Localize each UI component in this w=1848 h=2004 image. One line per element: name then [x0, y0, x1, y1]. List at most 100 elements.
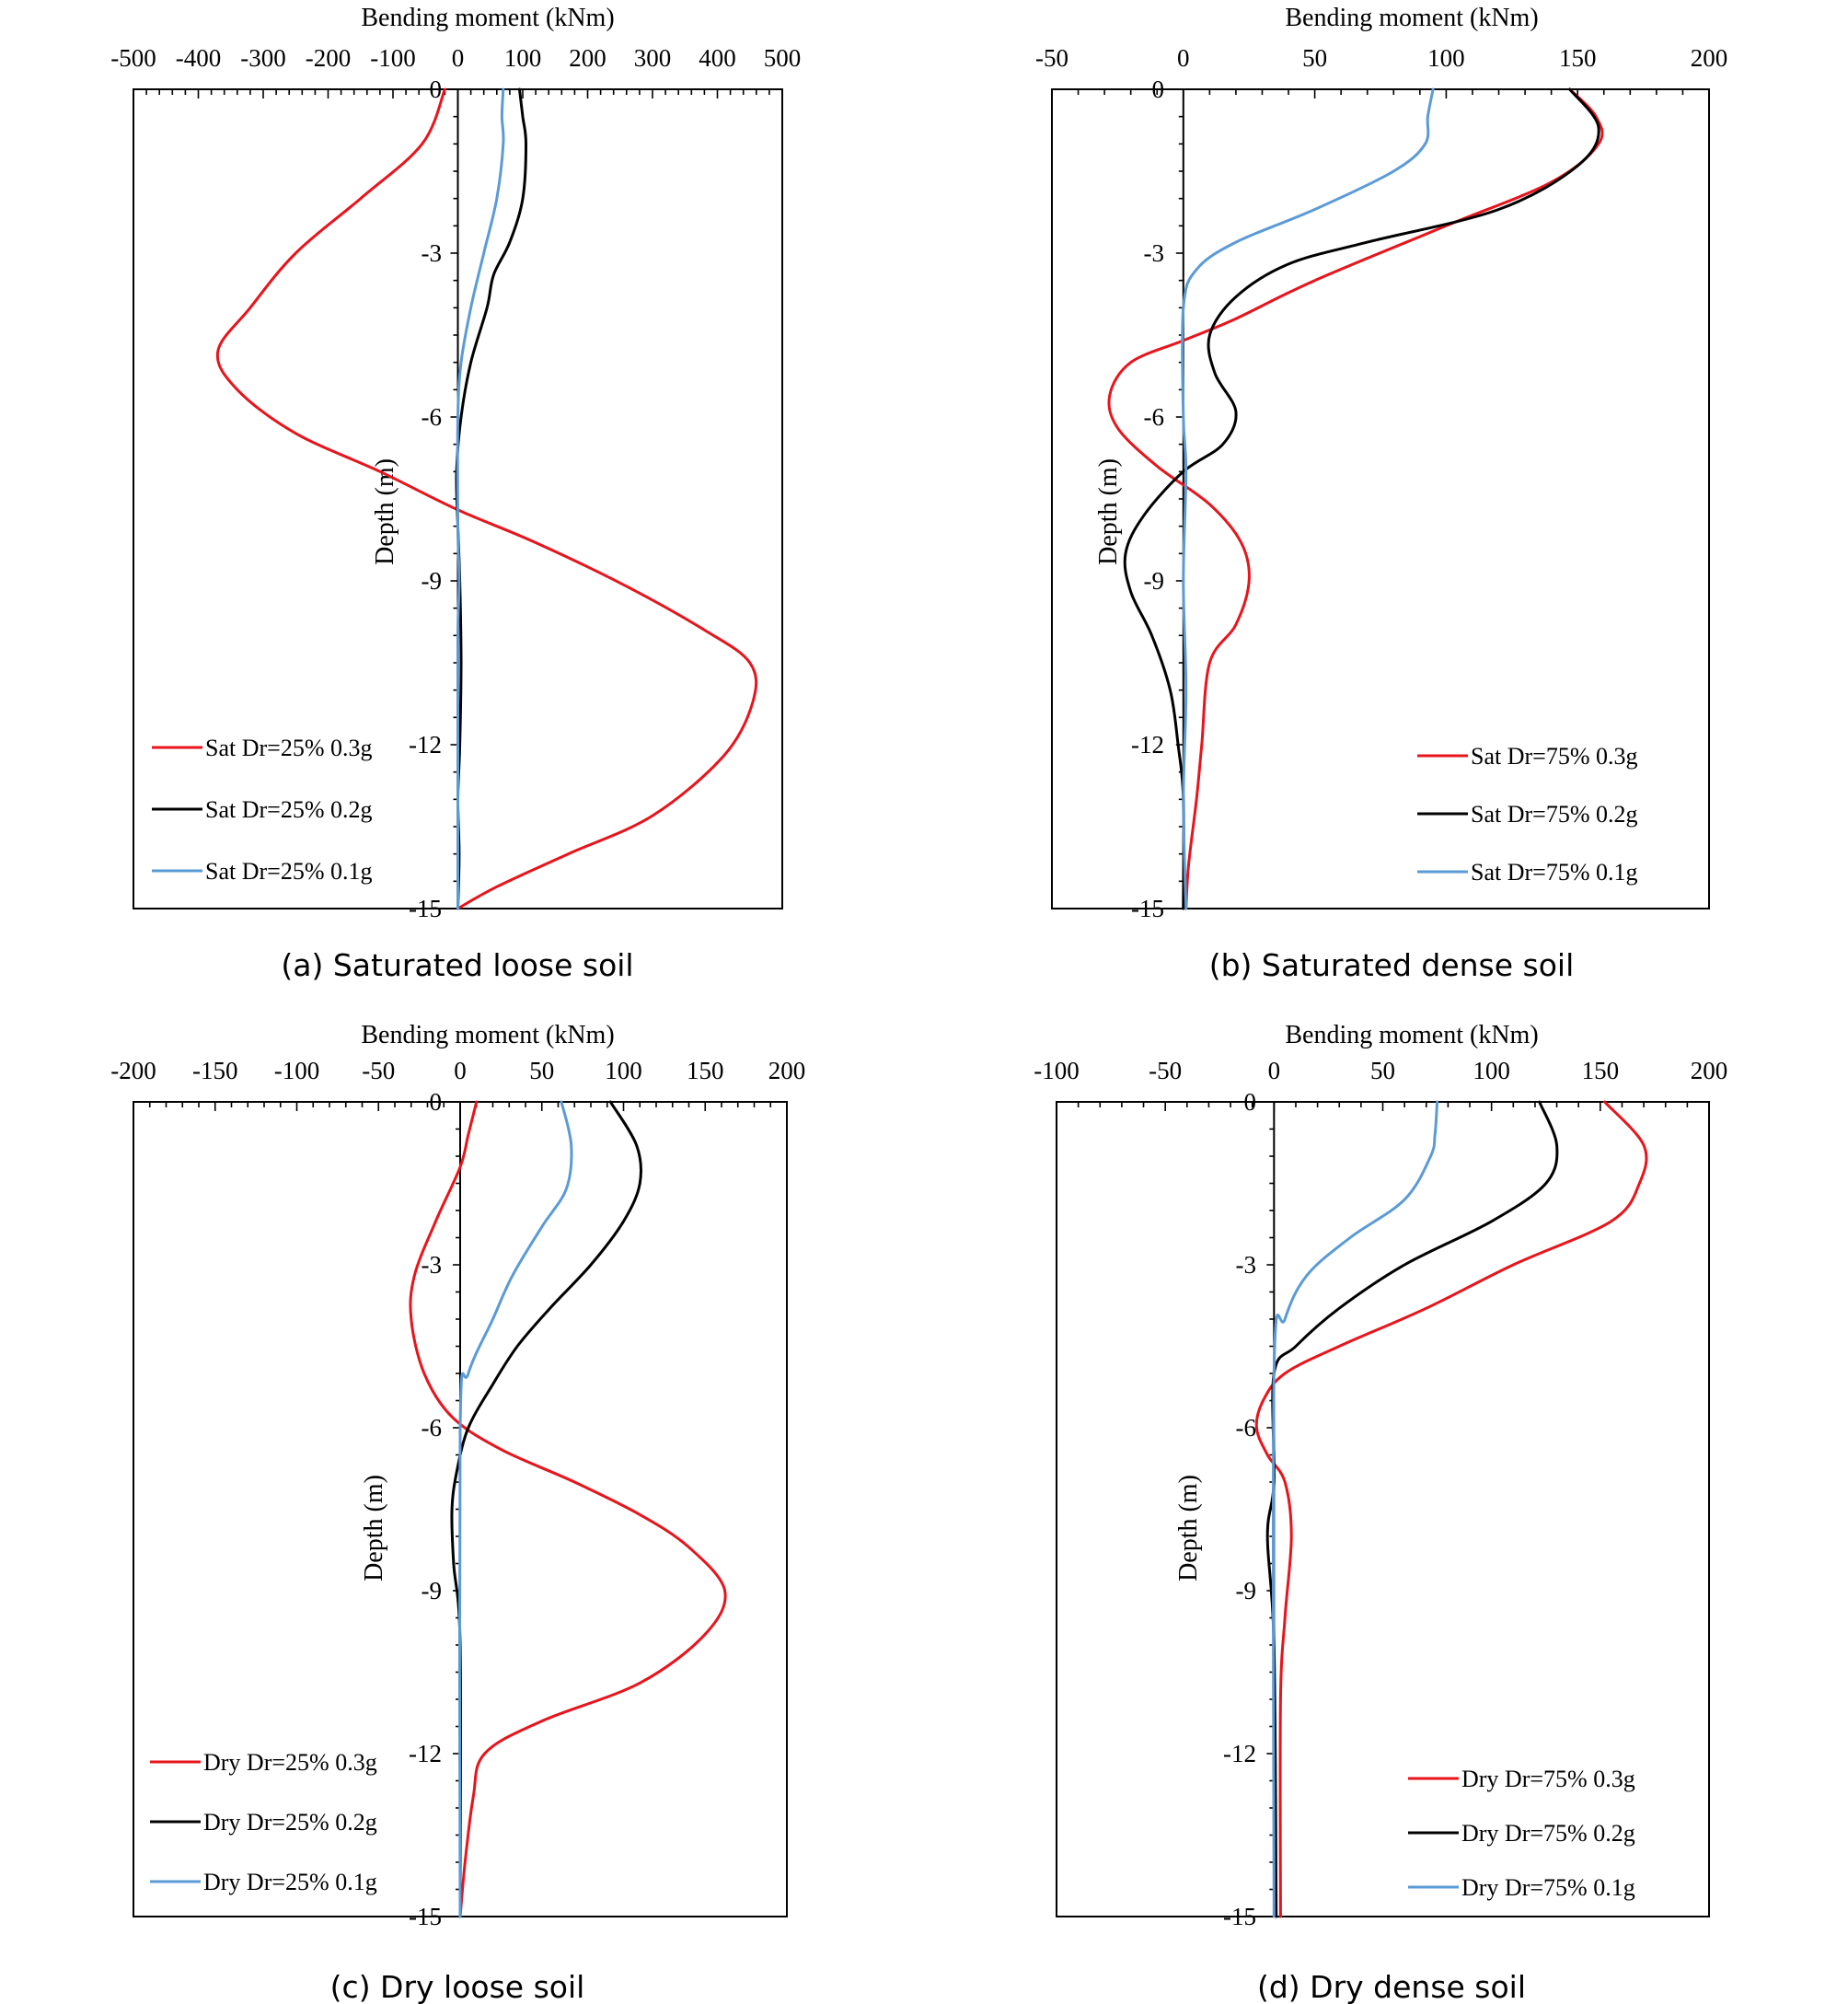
y-tick-label: -9: [1144, 567, 1165, 595]
y-tick-label: 0: [430, 75, 443, 103]
y-axis-title: Depth (m): [360, 1475, 388, 1581]
x-tick-label: 0: [454, 1057, 467, 1084]
chart-caption: (d) Dry dense soil: [1257, 1969, 1526, 2004]
y-tick-label: -12: [409, 731, 442, 759]
chart-panel-c: Bending moment (kNm) Depth (m) (c) Dry l…: [110, 1021, 805, 2004]
legend-entry: Sat Dr=75% 0.2g: [1471, 801, 1637, 828]
y-tick-label: -3: [1144, 239, 1165, 267]
legend-entry: Sat Dr=75% 0.3g: [1471, 743, 1637, 770]
series-line: [1271, 1100, 1439, 1918]
legend-entry: Sat Dr=25% 0.1g: [205, 858, 372, 885]
chart-panel-b: Bending moment (kNm) Depth (m) (b) Satur…: [1035, 4, 1727, 983]
x-tick-label: 100: [1427, 44, 1465, 72]
x-tick-label: 50: [1370, 1057, 1395, 1084]
y-tick-label: -12: [409, 1740, 442, 1767]
series-line: [409, 1100, 727, 1918]
y-tick-label: -15: [1223, 1903, 1256, 1930]
x-tick-label: 150: [687, 1057, 724, 1084]
series-line: [456, 87, 505, 910]
y-tick-label: -6: [1236, 1414, 1257, 1442]
y-tick-label: -15: [409, 1903, 442, 1930]
y-tick-label: -6: [422, 403, 443, 431]
y-tick-label: -12: [1131, 731, 1164, 759]
chart-panel-a: Bending moment (kNm) Depth (m) (a) Satur…: [110, 4, 801, 983]
chart-caption: (b) Saturated dense soil: [1209, 947, 1575, 983]
series-line: [1107, 87, 1604, 910]
x-tick-label: -500: [110, 44, 156, 72]
plot-frame: [1056, 1101, 1710, 1917]
series-line: [1265, 1100, 1559, 1918]
y-tick-label: -12: [1223, 1740, 1256, 1767]
x-tick-label: 100: [605, 1057, 642, 1084]
x-tick-label: -150: [192, 1057, 238, 1084]
series-line: [455, 87, 527, 910]
y-tick-label: 0: [430, 1088, 443, 1116]
y-tick-label: -3: [422, 1251, 443, 1279]
y-tick-label: -15: [1131, 895, 1164, 922]
y-axis-title: Depth (m): [1094, 458, 1123, 565]
y-tick-label: -15: [409, 895, 442, 922]
x-tick-label: 100: [504, 44, 542, 72]
x-tick-label: -200: [110, 1057, 156, 1084]
x-tick-label: 0: [452, 44, 465, 72]
x-tick-label: -300: [240, 44, 286, 72]
x-axis-title: Bending moment (kNm): [361, 1021, 614, 1049]
legend-entry: Dry Dr=75% 0.2g: [1461, 1820, 1635, 1847]
y-tick-label: -9: [422, 567, 443, 595]
y-tick-label: -3: [1236, 1251, 1257, 1279]
x-tick-label: 150: [1559, 44, 1597, 72]
legend-entry: Sat Dr=25% 0.2g: [205, 796, 372, 823]
chart-panel-d: Bending moment (kNm) Depth (m) (d) Dry d…: [1034, 1021, 1727, 2004]
x-tick-label: -50: [1035, 44, 1068, 72]
x-tick-label: -50: [1149, 1057, 1182, 1084]
x-tick-label: 50: [1302, 44, 1327, 72]
y-tick-label: -3: [422, 239, 443, 267]
x-tick-label: 150: [1582, 1057, 1620, 1084]
x-tick-label: -100: [370, 44, 416, 72]
x-tick-label: -100: [274, 1057, 320, 1084]
y-axis-title: Depth (m): [371, 458, 399, 565]
x-tick-label: 500: [764, 44, 802, 72]
chart-caption: (a) Saturated loose soil: [281, 947, 633, 983]
y-tick-label: 0: [1152, 75, 1165, 103]
x-tick-label: 200: [768, 1057, 806, 1084]
series-line: [1181, 87, 1435, 910]
x-tick-label: -200: [306, 44, 352, 72]
y-tick-label: -9: [422, 1577, 443, 1604]
x-tick-label: 100: [1473, 1057, 1510, 1084]
x-tick-label: 200: [569, 44, 606, 72]
legend-entry: Dry Dr=75% 0.3g: [1461, 1766, 1635, 1792]
x-tick-label: -100: [1034, 1057, 1080, 1084]
legend-entry: Dry Dr=75% 0.1g: [1461, 1874, 1635, 1901]
legend-entry: Sat Dr=75% 0.1g: [1471, 859, 1637, 886]
series-line: [1254, 1100, 1648, 1918]
chart-caption: (c) Dry loose soil: [330, 1969, 585, 2004]
x-axis-title: Bending moment (kNm): [1285, 4, 1538, 32]
series-line: [450, 1100, 643, 1918]
x-tick-label: -400: [176, 44, 222, 72]
x-tick-label: 300: [634, 44, 672, 72]
y-tick-label: -6: [1144, 403, 1165, 431]
y-axis-title: Depth (m): [1174, 1475, 1203, 1581]
series-line: [1123, 87, 1600, 910]
y-tick-label: -6: [422, 1414, 443, 1442]
x-tick-label: -50: [362, 1057, 395, 1084]
legend-entry: Dry Dr=25% 0.1g: [203, 1869, 377, 1895]
series-line: [457, 1100, 573, 1918]
y-tick-label: 0: [1244, 1088, 1257, 1116]
x-tick-label: 50: [529, 1057, 554, 1084]
x-tick-label: 200: [1691, 1057, 1728, 1084]
y-tick-label: -9: [1236, 1577, 1257, 1604]
x-tick-label: 0: [1177, 44, 1190, 72]
x-axis-title: Bending moment (kNm): [1285, 1021, 1538, 1049]
x-tick-label: 200: [1691, 44, 1728, 72]
legend-entry: Sat Dr=25% 0.3g: [205, 735, 372, 761]
plot-frame: [1051, 88, 1710, 909]
legend-entry: Dry Dr=25% 0.3g: [203, 1749, 377, 1776]
legend-entry: Dry Dr=25% 0.2g: [203, 1809, 377, 1836]
x-tick-label: 400: [699, 44, 736, 72]
x-axis-title: Bending moment (kNm): [361, 4, 614, 32]
x-tick-label: 0: [1268, 1057, 1281, 1084]
series-line: [215, 87, 758, 910]
